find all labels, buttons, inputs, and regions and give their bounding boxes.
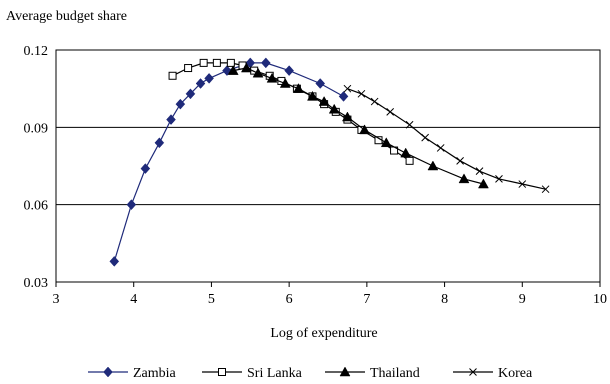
data-point-korea bbox=[518, 180, 527, 188]
data-point-thailand bbox=[328, 103, 340, 114]
legend-label: Zambia bbox=[133, 366, 177, 381]
legend-marker-zambia bbox=[103, 366, 113, 378]
legend-item-zambia: Zambia bbox=[88, 366, 177, 381]
series-zambia bbox=[109, 57, 349, 267]
data-point-sri-lanka bbox=[199, 58, 208, 67]
data-point-zambia bbox=[315, 78, 326, 89]
data-point-thailand bbox=[359, 124, 370, 135]
data-point-thailand bbox=[252, 67, 264, 78]
data-point-thailand bbox=[307, 90, 318, 101]
data-point-zambia bbox=[140, 163, 151, 174]
x-tick-label: 9 bbox=[519, 292, 526, 307]
data-point-thailand bbox=[279, 77, 291, 88]
data-point-korea bbox=[541, 185, 550, 194]
series-sri-lanka bbox=[168, 58, 414, 165]
data-point-thailand bbox=[318, 96, 330, 106]
y-tick-label: 0.06 bbox=[24, 199, 49, 214]
data-point-thailand bbox=[427, 160, 439, 171]
data-point-zambia bbox=[175, 98, 186, 110]
y-tick-label: 0.09 bbox=[24, 121, 49, 136]
series-layer bbox=[109, 57, 550, 267]
legend-item-sri-lanka: Sri Lanka bbox=[202, 366, 303, 381]
data-point-thailand bbox=[380, 137, 392, 148]
series-line-korea bbox=[347, 88, 546, 190]
x-tick-label: 10 bbox=[593, 292, 607, 307]
x-tick-label: 5 bbox=[208, 292, 215, 307]
data-point-zambia bbox=[338, 91, 349, 102]
data-point-zambia bbox=[284, 65, 294, 76]
data-point-sri-lanka bbox=[405, 156, 414, 165]
data-point-korea bbox=[421, 133, 429, 142]
data-point-korea bbox=[405, 120, 414, 129]
data-point-zambia bbox=[260, 57, 271, 69]
x-tick-label: 3 bbox=[53, 292, 60, 307]
data-point-thailand bbox=[293, 83, 304, 93]
data-point-thailand bbox=[240, 62, 252, 73]
plot-area bbox=[55, 49, 601, 283]
data-point-korea bbox=[386, 108, 395, 116]
data-point-korea bbox=[343, 84, 352, 93]
data-point-zambia bbox=[166, 114, 176, 125]
data-point-sri-lanka bbox=[184, 64, 193, 73]
data-point-thailand bbox=[400, 147, 412, 158]
x-tick-label: 7 bbox=[363, 292, 370, 307]
legend-item-korea: Korea bbox=[453, 366, 533, 381]
y-tick-label: 0.12 bbox=[24, 44, 49, 59]
legend-marker-sri-lanka bbox=[218, 368, 226, 376]
data-point-zambia bbox=[185, 88, 196, 100]
x-axis-title: Log of expenditure bbox=[270, 326, 377, 341]
data-point-zambia bbox=[154, 137, 165, 149]
data-point-sri-lanka bbox=[226, 58, 235, 67]
legend-marker-thailand bbox=[339, 366, 351, 377]
series-thailand bbox=[227, 62, 489, 189]
legend: Zambia Sri Lanka Thailand Korea bbox=[88, 366, 533, 381]
series-korea bbox=[343, 84, 550, 194]
y-tick-label: 0.03 bbox=[24, 276, 49, 291]
data-point-sri-lanka bbox=[168, 71, 177, 80]
data-point-korea bbox=[456, 156, 464, 165]
data-point-thailand bbox=[342, 111, 353, 122]
x-tick-label: 6 bbox=[286, 292, 293, 307]
legend-marker-korea bbox=[469, 368, 477, 376]
legend-label: Sri Lanka bbox=[247, 366, 303, 381]
data-point-thailand bbox=[478, 178, 489, 189]
data-point-thailand bbox=[458, 173, 470, 184]
x-tick-label: 4 bbox=[130, 292, 137, 307]
legend-item-thailand: Thailand bbox=[325, 366, 420, 381]
data-point-zambia bbox=[109, 256, 120, 267]
data-point-sri-lanka bbox=[212, 58, 221, 67]
data-point-thailand bbox=[266, 72, 278, 83]
data-point-zambia bbox=[204, 72, 214, 84]
y-axis-title: Average budget share bbox=[6, 9, 127, 24]
x-tick-label: 8 bbox=[441, 292, 448, 307]
data-point-korea bbox=[357, 89, 366, 98]
legend-label: Thailand bbox=[370, 366, 420, 381]
tick-labels: 0.03 0.06 0.09 0.12 3 4 5 6 7 8 9 10 bbox=[24, 44, 608, 307]
gridlines bbox=[56, 126, 600, 206]
data-point-korea bbox=[475, 167, 484, 176]
data-point-korea bbox=[370, 97, 379, 106]
data-point-zambia bbox=[126, 199, 137, 211]
legend-label: Korea bbox=[498, 366, 533, 381]
data-point-korea bbox=[495, 175, 503, 183]
data-point-zambia bbox=[195, 78, 206, 89]
data-point-thailand bbox=[227, 65, 239, 75]
data-point-korea bbox=[436, 144, 445, 152]
